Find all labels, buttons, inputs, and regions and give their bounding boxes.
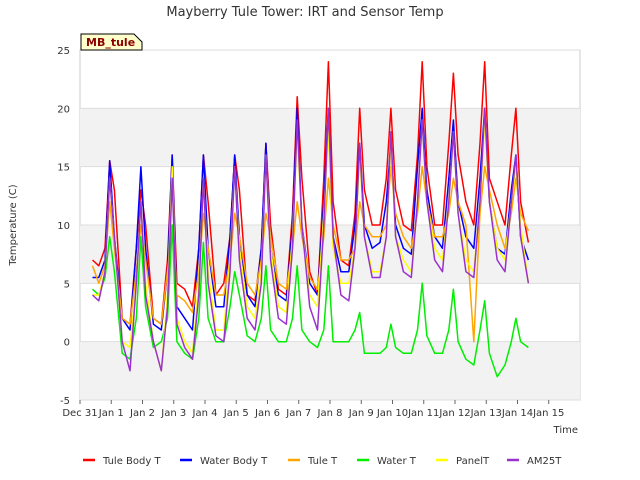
badge-box	[80, 33, 143, 51]
legend-label: Tule Body T	[102, 456, 161, 467]
x-tick-label: Jan 10	[376, 408, 408, 419]
x-tick-label: Jan 8	[317, 408, 343, 419]
y-tick-label: 25	[57, 46, 70, 57]
x-tick-label: Jan 12	[438, 408, 470, 419]
legend-label: Tule T	[307, 456, 338, 467]
series-badge: MB_tule	[80, 33, 143, 51]
legend: Tule Body T Water Body T Tule T Water T Pane…	[83, 456, 562, 467]
x-tick-label: Jan 7	[285, 408, 311, 419]
series-line-tule-t	[91, 165, 530, 343]
x-tick-label: Jan 11	[407, 408, 439, 419]
legend-label: Water T	[377, 456, 417, 467]
y-tick-label: 20	[57, 104, 70, 115]
y-axis-label: Temperature (C)	[8, 184, 19, 266]
x-tick-label: Jan 5	[223, 408, 249, 419]
x-tick-label: Jan 13	[470, 408, 502, 419]
legend-label: PanelT	[456, 456, 490, 467]
x-tick-label: Jan 14	[501, 408, 533, 419]
x-axis-ticks: Dec 31 Jan 1 Jan 2 Jan 3 Jan 4 Jan 5 Jan 6 Jan …	[62, 400, 564, 419]
x-tick-label: Jan 2	[129, 408, 155, 419]
x-tick-label: Jan 3	[160, 408, 186, 419]
y-axis-ticks: -5 0 5 10 15 20 25	[57, 46, 70, 407]
legend-label: AM25T	[527, 456, 562, 467]
x-tick-label: Jan 4	[192, 408, 218, 419]
legend-label: Water Body T	[200, 456, 268, 467]
x-tick-label: Jan 1	[98, 408, 124, 419]
x-axis-label: Time	[553, 425, 578, 436]
y-tick-label: 5	[64, 279, 70, 290]
y-tick-label: -5	[60, 396, 70, 407]
x-tick-label: Dec 31	[62, 408, 97, 419]
y-tick-label: 0	[64, 338, 70, 349]
x-tick-label: Jan 15	[532, 408, 564, 419]
series-line-am25t	[91, 107, 530, 372]
series-lines	[91, 60, 530, 378]
y-tick-label: 15	[57, 163, 70, 174]
x-tick-label: Jan 9	[348, 408, 374, 419]
series-line-tule-body-t	[91, 60, 530, 325]
y-tick-label: 10	[57, 221, 70, 232]
x-tick-label: Jan 6	[254, 408, 280, 419]
badge-label: MB_tule	[86, 36, 135, 49]
chart-title: Mayberry Tule Tower: IRT and Sensor Temp	[166, 5, 443, 20]
